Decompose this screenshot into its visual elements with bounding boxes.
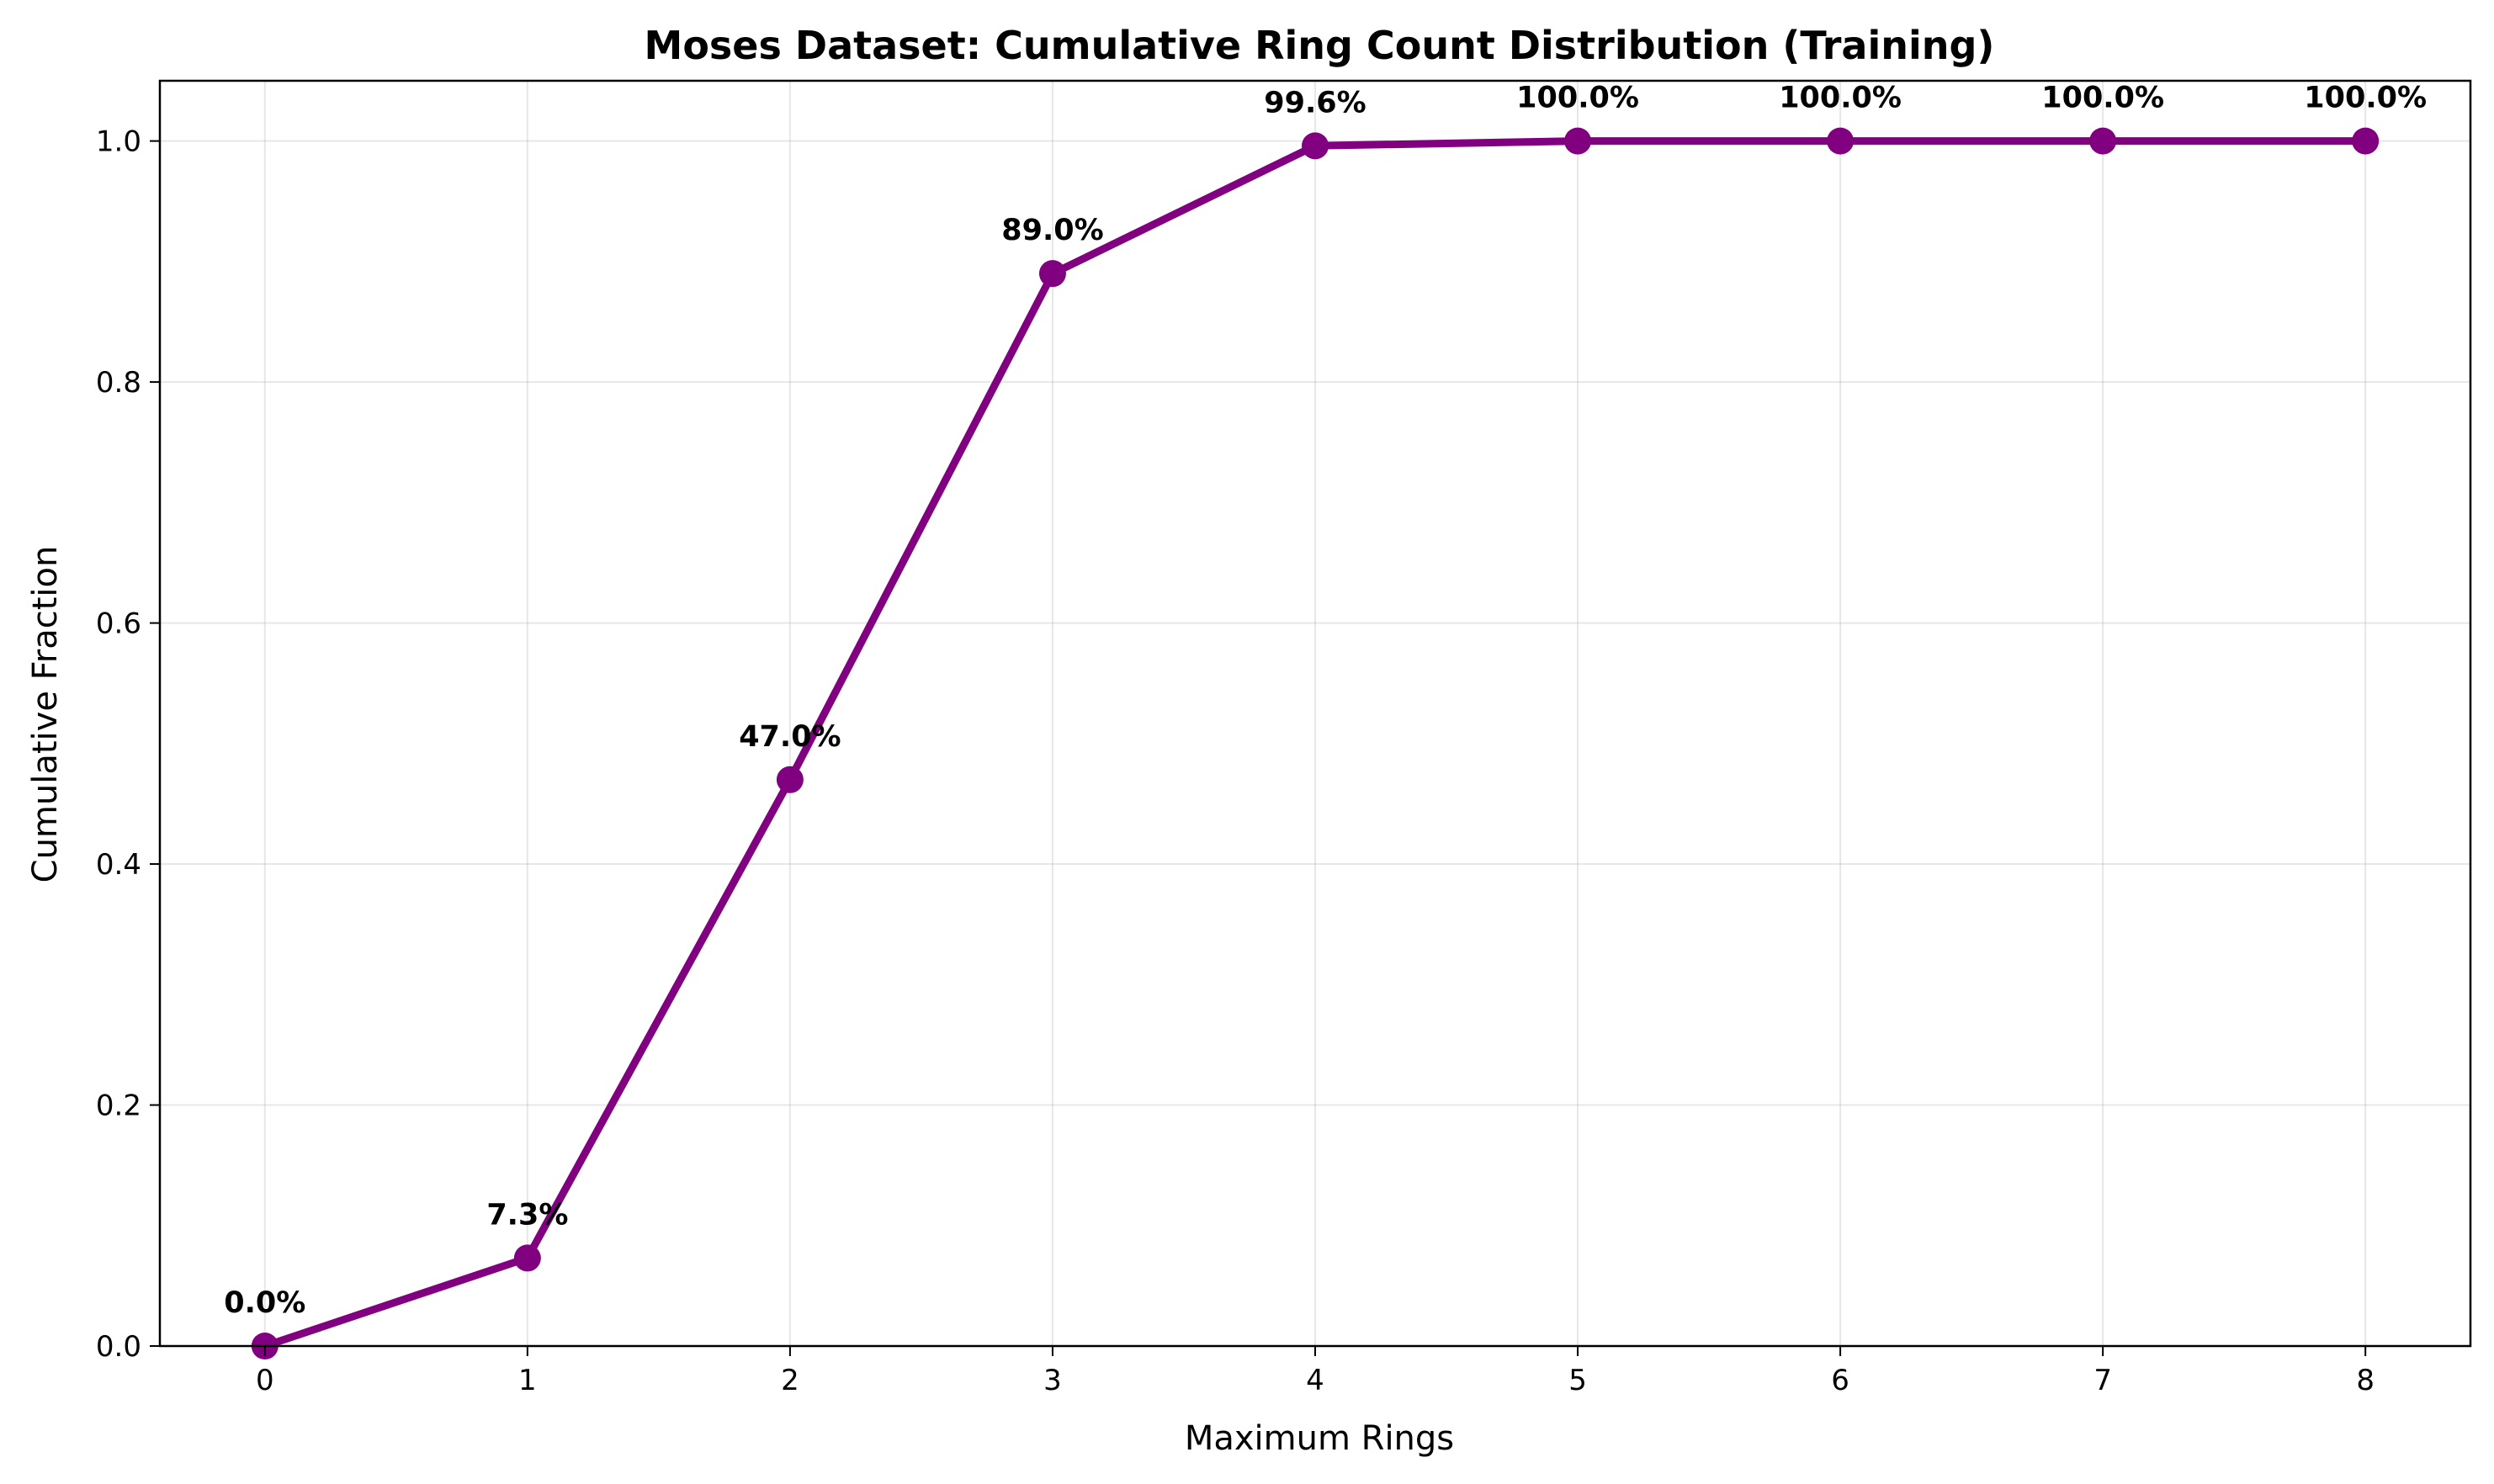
x-tick-label: 0	[256, 1364, 274, 1397]
chart-title: Moses Dataset: Cumulative Ring Count Dis…	[645, 23, 1995, 68]
data-label: 99.6%	[1264, 86, 1366, 119]
data-point	[1564, 127, 1592, 155]
x-tick-label: 7	[2093, 1364, 2112, 1397]
y-axis-label: Cumulative Fraction	[26, 546, 65, 883]
y-tick-label: 0.0	[96, 1330, 141, 1364]
data-label: 100.0%	[1779, 82, 1902, 115]
y-axis-ticks: 0.0 0.2 0.4 0.6 0.8 1.0	[96, 125, 160, 1364]
data-point	[1302, 132, 1329, 160]
x-tick-label: 8	[2356, 1364, 2375, 1397]
data-point	[2352, 127, 2380, 155]
x-tick-label: 2	[781, 1364, 799, 1397]
data-point	[513, 1244, 541, 1272]
data-label: 47.0%	[739, 720, 841, 754]
y-tick-label: 0.4	[96, 848, 141, 882]
data-label: 7.3%	[486, 1198, 568, 1232]
data-label: 100.0%	[2304, 82, 2427, 115]
x-tick-label: 6	[1831, 1364, 1849, 1397]
y-tick-label: 0.6	[96, 607, 141, 641]
data-point	[1827, 127, 1855, 155]
x-axis-label: Maximum Rings	[1185, 1419, 1454, 1458]
data-point	[776, 766, 804, 793]
x-tick-label: 1	[518, 1364, 537, 1397]
marker-group	[251, 127, 2380, 1359]
x-tick-label: 5	[1568, 1364, 1587, 1397]
data-label: 100.0%	[1516, 82, 1639, 115]
x-axis-ticks: 0 1 2 3 4 5 6 7 8	[256, 1346, 2375, 1397]
data-label: 89.0%	[1001, 214, 1103, 247]
data-point	[2089, 127, 2117, 155]
data-label: 100.0%	[2041, 82, 2164, 115]
y-tick-label: 0.8	[96, 366, 141, 400]
data-label-group: 0.0% 7.3% 47.0% 89.0% 99.6% 100.0% 100.0% 100.0…	[224, 82, 2427, 1320]
y-tick-label: 0.2	[96, 1089, 141, 1123]
y-tick-label: 1.0	[96, 125, 141, 159]
data-label: 0.0%	[224, 1286, 305, 1320]
x-tick-label: 4	[1306, 1364, 1324, 1397]
x-tick-label: 3	[1043, 1364, 1062, 1397]
data-point	[1038, 260, 1066, 288]
